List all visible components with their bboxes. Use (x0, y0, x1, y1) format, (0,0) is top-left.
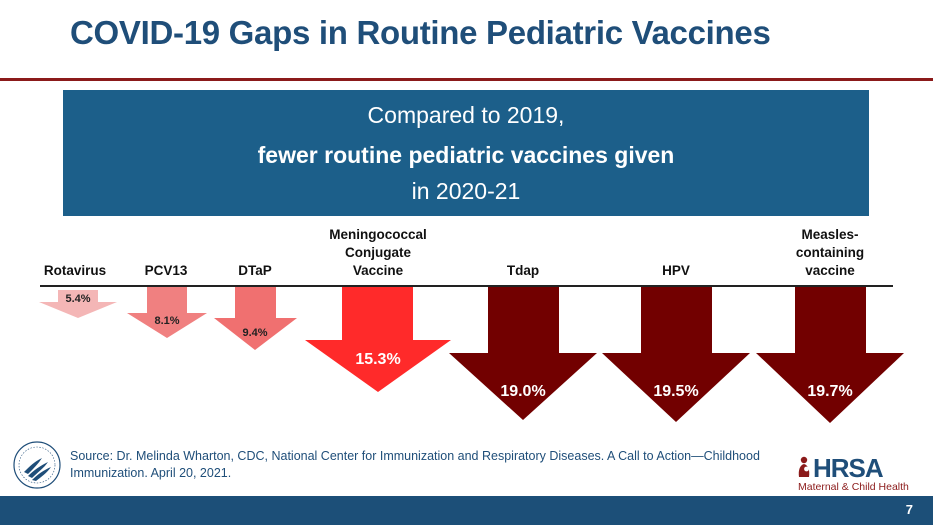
hhs-seal-icon (13, 441, 61, 489)
banner-line-1: Compared to 2019, (367, 102, 565, 128)
vaccine-label-meningococcal: Meningococcal Conjugate Vaccine (329, 227, 427, 278)
vaccine-label-rotavirus: Rotavirus (43, 263, 107, 278)
banner-line-2: fewer routine pediatric vaccines given (257, 142, 675, 168)
footer-bar: 7 (0, 496, 933, 525)
down-arrow-pcv13 (127, 287, 207, 338)
vaccine-label-hpv: HPV (662, 263, 690, 278)
down-arrow-rotavirus (39, 290, 117, 318)
page-number: 7 (905, 502, 913, 517)
down-arrow-hpv (602, 287, 750, 422)
value-label-meningococcal: 15.3% (355, 351, 400, 368)
source-citation: Source: Dr. Melinda Wharton, CDC, Nation… (70, 449, 760, 480)
down-arrow-meningococcal (305, 287, 451, 392)
slide-title: COVID-19 Gaps in Routine Pediatric Vacci… (70, 14, 771, 51)
value-label-pcv13: 8.1% (154, 315, 179, 327)
baseline-rule (40, 285, 893, 287)
value-label-measles: 19.7% (807, 383, 852, 400)
value-label-tdap: 19.0% (500, 383, 545, 400)
hrsa-wordmark: HRSA (813, 453, 884, 483)
vaccine-label-dtap: DTaP (238, 263, 272, 278)
value-label-dtap: 9.4% (242, 327, 267, 339)
value-label-hpv: 19.5% (653, 383, 698, 400)
hrsa-logo: HRSA Maternal & Child Health (795, 453, 920, 493)
down-arrow-tdap (449, 287, 597, 420)
summary-banner: Compared to 2019, fewer routine pediatri… (63, 90, 869, 216)
vaccine-label-pcv13: PCV13 (144, 263, 188, 278)
vaccine-label-tdap: Tdap (506, 263, 540, 278)
hrsa-subtitle: Maternal & Child Health (798, 481, 909, 493)
banner-line-3: in 2020-21 (411, 178, 521, 204)
title-divider (0, 78, 933, 81)
value-label-rotavirus: 5.4% (65, 293, 90, 305)
down-arrow-measles (756, 287, 904, 423)
down-arrow-dtap (214, 287, 297, 350)
mother-child-icon (798, 456, 810, 477)
vaccine-label-measles: Measles- containing vaccine (795, 227, 865, 278)
